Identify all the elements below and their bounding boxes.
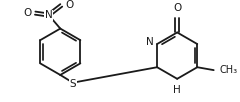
Text: O: O — [65, 0, 73, 10]
Text: CH₃: CH₃ — [220, 65, 238, 75]
Text: O: O — [173, 3, 181, 13]
Text: S: S — [70, 79, 76, 89]
Text: N: N — [45, 10, 53, 20]
Text: O: O — [23, 8, 31, 18]
Text: H: H — [173, 85, 181, 95]
Text: N: N — [146, 37, 154, 47]
